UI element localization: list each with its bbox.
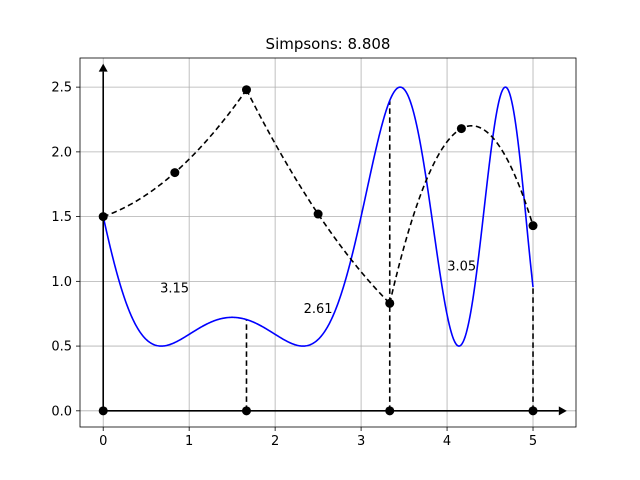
y-tick-label: 0.5 — [51, 340, 72, 355]
x-tick-label: 5 — [529, 434, 537, 449]
plot-frame — [79, 57, 577, 428]
plot-content: 3.15 2.61 3.05 — [98, 63, 567, 416]
data-point — [313, 209, 323, 219]
data-point — [385, 298, 395, 308]
area-label: 2.61 — [304, 302, 333, 317]
y-tick-label: 1.5 — [51, 210, 72, 225]
ticks: 0 1 2 3 4 5 0.0 0.5 1.0 1.5 2.0 2.5 — [51, 81, 537, 449]
data-point — [528, 406, 538, 416]
x-tick-label: 1 — [185, 434, 193, 449]
data-point — [528, 221, 538, 231]
x-tick-label: 4 — [443, 434, 451, 449]
y-axis-arrowhead — [98, 63, 108, 72]
data-point — [241, 406, 251, 416]
x-tick-label: 3 — [357, 434, 365, 449]
x-tick-label: 0 — [99, 434, 107, 449]
data-point — [385, 406, 395, 416]
data-point — [241, 85, 251, 95]
chart-title: Simpsons: 8.808 — [266, 35, 391, 53]
y-tick-label: 0.0 — [51, 404, 72, 419]
y-tick-label: 2.5 — [51, 81, 72, 96]
x-tick-label: 2 — [271, 434, 279, 449]
data-point — [170, 168, 180, 178]
function-curve — [102, 86, 534, 347]
y-tick-label: 2.0 — [51, 145, 72, 160]
area-label: 3.15 — [160, 281, 189, 296]
area-label: 3.05 — [447, 259, 476, 274]
data-point — [98, 406, 108, 416]
y-tick-label: 1.0 — [51, 275, 72, 290]
data-point — [98, 212, 108, 222]
data-point — [456, 124, 466, 134]
x-axis-arrowhead — [558, 406, 567, 416]
